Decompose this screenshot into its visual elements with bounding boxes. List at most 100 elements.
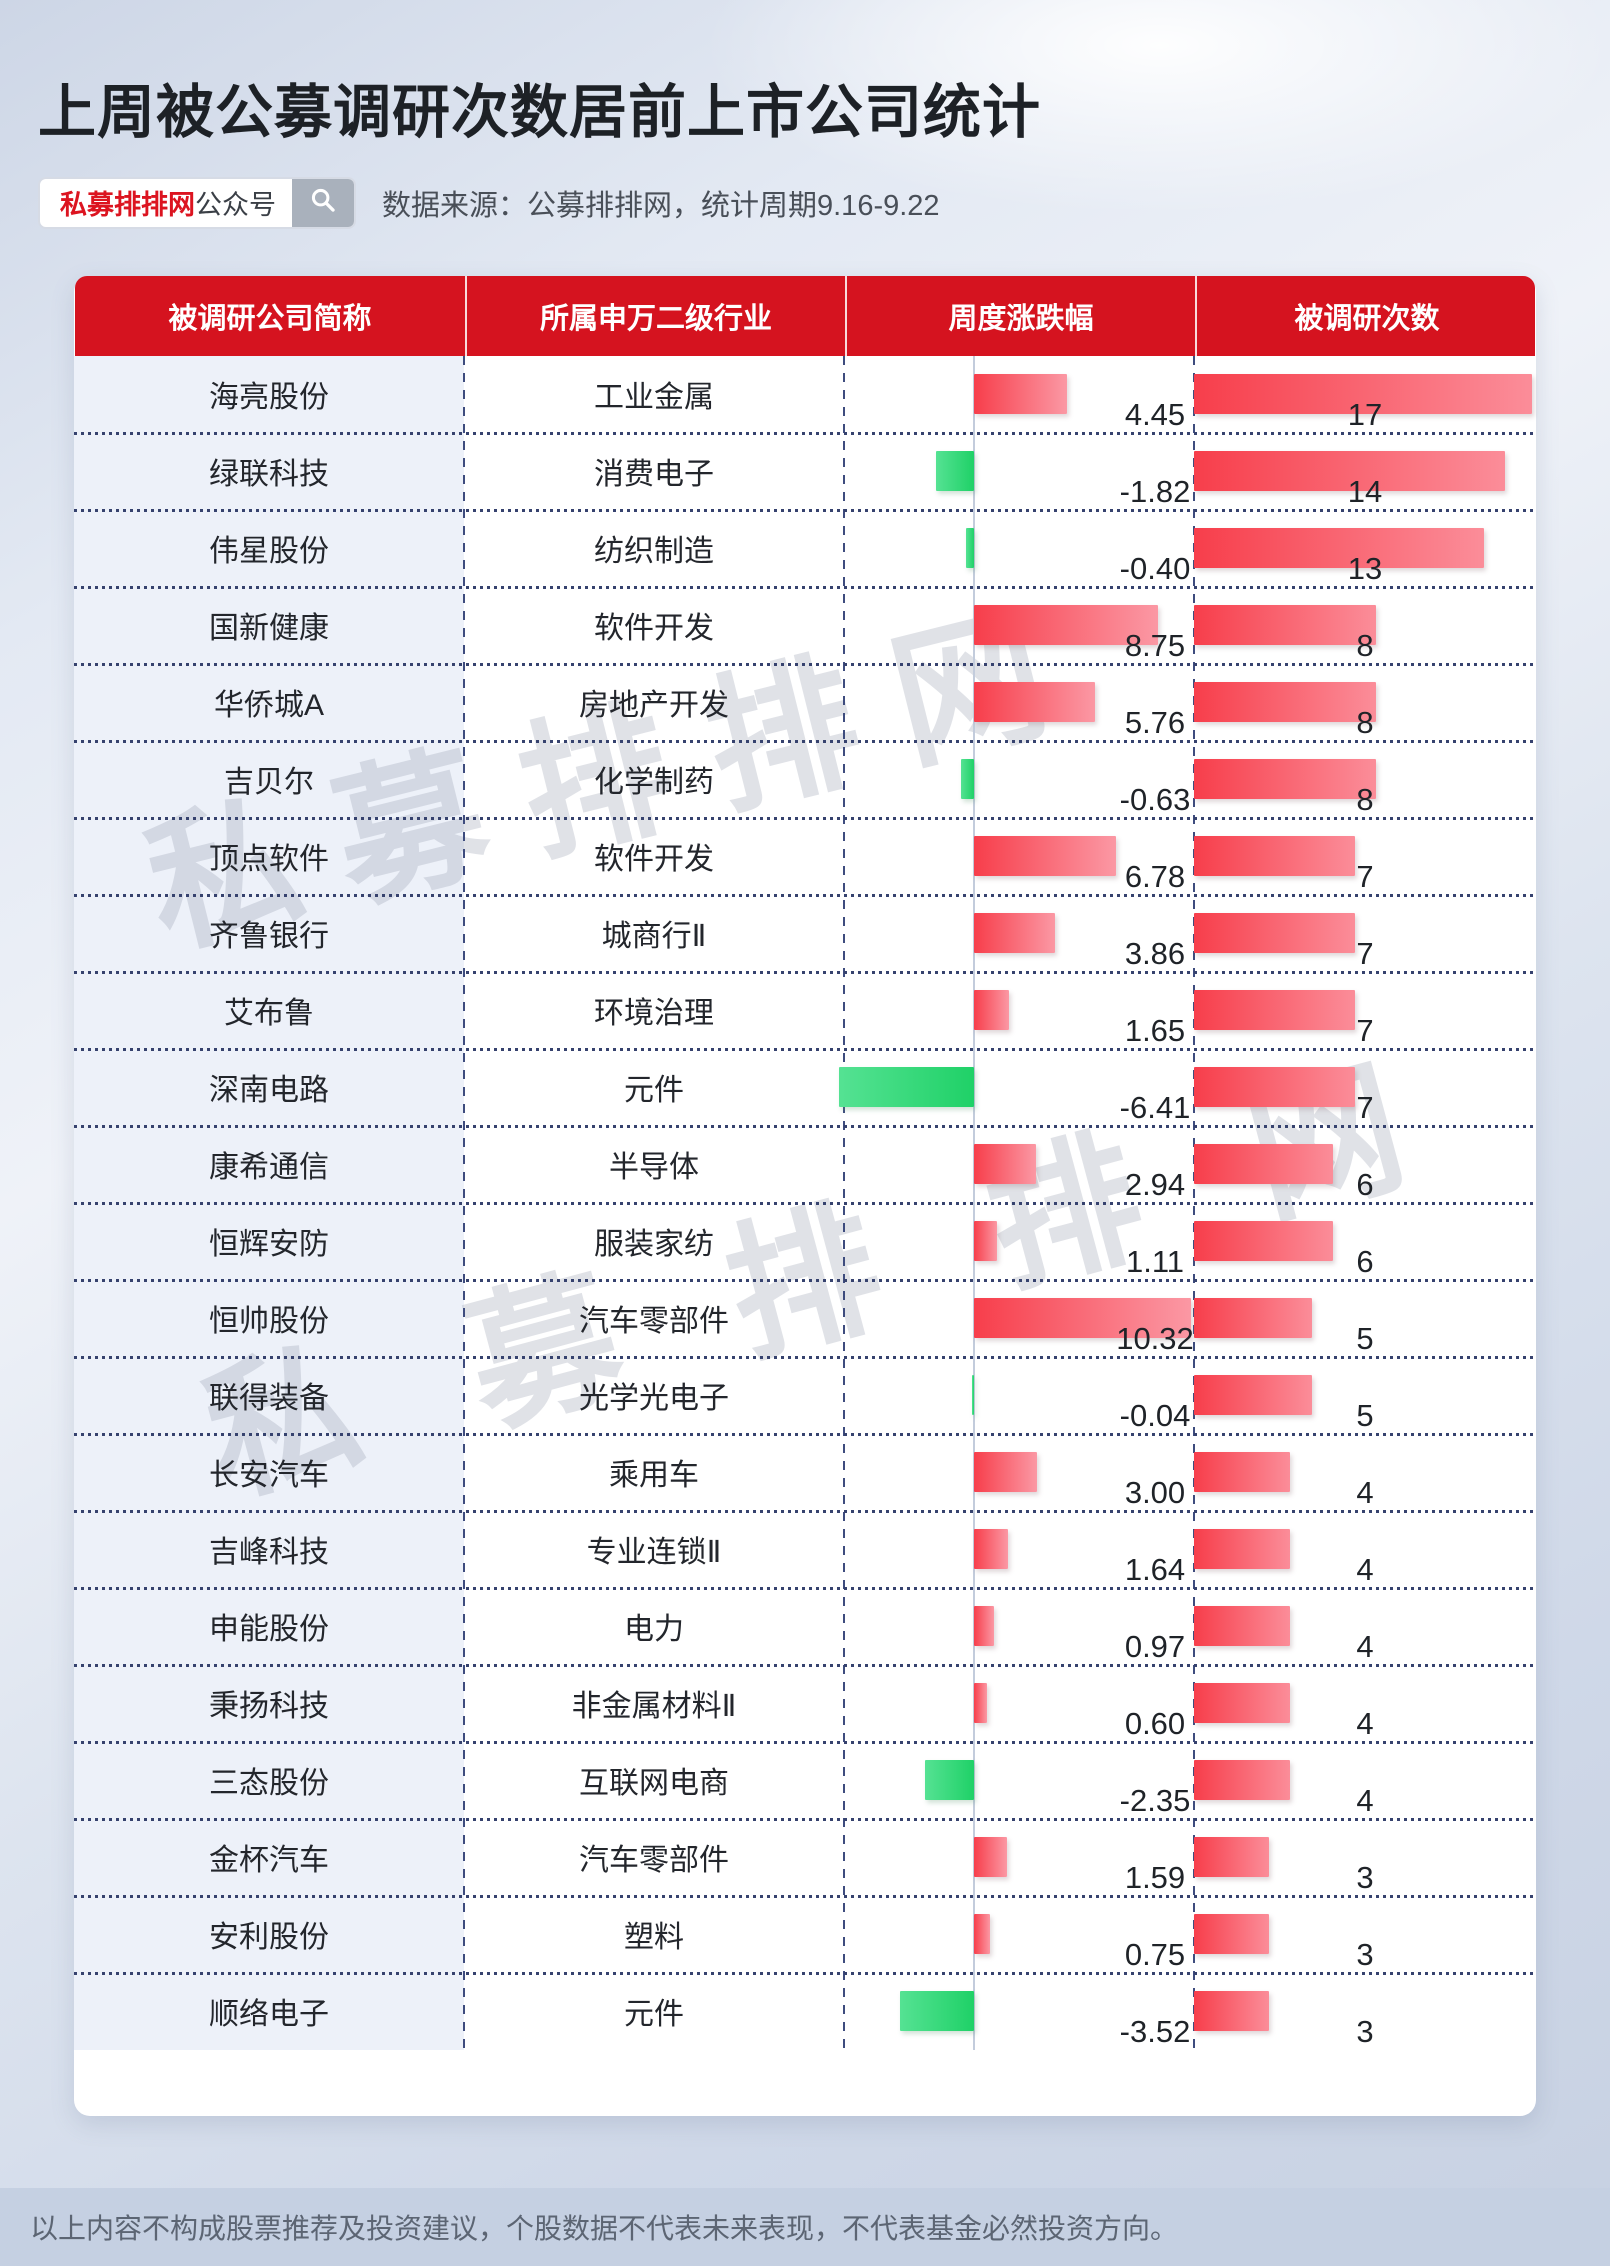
weekly-change-cell: 3.86 [844, 895, 1194, 972]
company-cell: 秉扬科技 [74, 1664, 464, 1742]
weekly-change-bar [900, 1991, 974, 2032]
table-row: 华侨城A 房地产开发 5.76 8 [74, 662, 1536, 741]
survey-count-bar [1194, 1529, 1290, 1570]
weekly-change-value: 10.32 [1116, 1320, 1194, 1356]
weekly-change-cell: 0.97 [844, 1588, 1194, 1665]
industry-cell: 汽车零部件 [464, 1280, 844, 1357]
survey-count-value: 8 [1356, 704, 1374, 740]
weekly-change-value: 0.60 [1124, 1705, 1186, 1741]
industry-name: 汽车零部件 [579, 1305, 729, 1339]
weekly-change-bar [966, 528, 974, 569]
industry-cell: 元件 [464, 1973, 844, 2050]
header-company: 被调研公司简称 [168, 302, 372, 335]
industry-cell: 乘用车 [464, 1434, 844, 1511]
company-cell: 三态股份 [74, 1741, 464, 1819]
industry-cell: 化学制药 [464, 741, 844, 818]
header-survey-count: 被调研次数 [1195, 275, 1537, 356]
industry-cell: 软件开发 [464, 587, 844, 664]
table-row: 三态股份 互联网电商 -2.35 4 [74, 1740, 1536, 1819]
company-name: 伟星股份 [209, 535, 329, 569]
weekly-change-bar [974, 1683, 987, 1724]
survey-count-bar [1194, 1683, 1290, 1724]
weekly-change-bar [972, 1375, 974, 1416]
survey-count-cell: 8 [1194, 741, 1536, 818]
weekly-change-bar [974, 913, 1055, 954]
company-name: 齐鲁银行 [209, 920, 329, 954]
industry-cell: 电力 [464, 1588, 844, 1665]
weekly-change-bar [974, 605, 1158, 646]
survey-count-value: 3 [1356, 1936, 1374, 1972]
industry-cell: 工业金属 [464, 356, 844, 433]
survey-count-value: 7 [1356, 935, 1374, 971]
table-row: 绿联科技 消费电子 -1.82 14 [74, 431, 1536, 510]
company-cell: 金杯汽车 [74, 1818, 464, 1896]
weekly-change-cell: 1.11 [844, 1203, 1194, 1280]
survey-count-bar [1194, 1221, 1333, 1262]
stats-table-card: 被调研公司简称 所属申万二级行业 周度涨跌幅 被调研次数 私募排排网 私募排排网… [74, 275, 1537, 2116]
company-name: 安利股份 [209, 1921, 329, 1955]
table-row: 吉贝尔 化学制药 -0.63 8 [74, 739, 1536, 818]
survey-count-bar [1194, 1914, 1269, 1955]
table-row: 顺络电子 元件 -3.52 3 [74, 1971, 1536, 2050]
company-cell: 吉贝尔 [74, 740, 464, 818]
weekly-change-value: 1.65 [1124, 1012, 1186, 1048]
weekly-change-bar [925, 1760, 974, 1801]
survey-count-value: 4 [1356, 1782, 1374, 1818]
company-cell: 顺络电子 [74, 1972, 464, 2050]
company-name: 康希通信 [209, 1151, 329, 1185]
survey-count-bar [1194, 990, 1355, 1031]
industry-name: 乘用车 [609, 1459, 699, 1493]
weekly-change-value: 0.75 [1124, 1936, 1186, 1972]
company-cell: 长安汽车 [74, 1433, 464, 1511]
header-industry: 所属申万二级行业 [465, 275, 845, 356]
industry-name: 塑料 [624, 1921, 684, 1955]
weekly-change-value: -0.04 [1119, 1397, 1191, 1433]
industry-cell: 消费电子 [464, 433, 844, 510]
weekly-change-value: 2.94 [1124, 1166, 1186, 1202]
survey-count-value: 7 [1356, 1089, 1374, 1125]
survey-count-cell: 13 [1194, 510, 1536, 587]
weekly-change-bar [974, 682, 1095, 723]
company-cell: 吉峰科技 [74, 1510, 464, 1588]
weekly-change-bar [974, 1837, 1007, 1878]
weekly-change-bar [974, 990, 1009, 1031]
survey-count-cell: 3 [1194, 1819, 1536, 1896]
weekly-change-value: -3.52 [1119, 2013, 1191, 2049]
survey-count-value: 8 [1356, 781, 1374, 817]
survey-count-cell: 7 [1194, 818, 1536, 895]
weekly-change-value: 8.75 [1124, 627, 1186, 663]
weekly-change-cell: 1.64 [844, 1511, 1194, 1588]
table-row: 申能股份 电力 0.97 4 [74, 1586, 1536, 1665]
table-row: 联得装备 光学光电子 -0.04 5 [74, 1355, 1536, 1434]
weekly-change-cell: 10.32 [844, 1280, 1194, 1357]
survey-count-bar [1194, 682, 1376, 723]
table-row: 深南电路 元件 -6.41 7 [74, 1047, 1536, 1126]
account-badge-label: 私募排排网 公众号 [40, 179, 292, 227]
survey-count-bar [1194, 1452, 1290, 1493]
table-row: 长安汽车 乘用车 3.00 4 [74, 1432, 1536, 1511]
industry-cell: 光学光电子 [464, 1357, 844, 1434]
survey-count-value: 4 [1356, 1628, 1374, 1664]
company-cell: 海亮股份 [74, 355, 464, 433]
industry-name: 非金属材料Ⅱ [571, 1690, 737, 1724]
survey-count-bar [1194, 451, 1505, 492]
table-row: 顶点软件 软件开发 6.78 7 [74, 816, 1536, 895]
survey-count-value: 14 [1347, 473, 1383, 509]
survey-count-value: 4 [1356, 1551, 1374, 1587]
company-name: 绿联科技 [209, 458, 329, 492]
data-source-note: 数据来源：公募排排网，统计周期9.16-9.22 [382, 189, 940, 222]
weekly-change-bar [974, 836, 1116, 877]
industry-name: 服装家纺 [594, 1228, 714, 1262]
survey-count-cell: 4 [1194, 1511, 1536, 1588]
company-name: 顶点软件 [209, 843, 329, 877]
survey-count-value: 17 [1347, 396, 1383, 432]
weekly-change-value: 6.78 [1124, 858, 1186, 894]
company-name: 申能股份 [209, 1613, 329, 1647]
industry-cell: 互联网电商 [464, 1742, 844, 1819]
industry-name: 纺织制造 [594, 535, 714, 569]
weekly-change-bar [974, 1529, 1008, 1570]
weekly-change-cell: 6.78 [844, 818, 1194, 895]
company-name: 艾布鲁 [224, 997, 314, 1031]
industry-cell: 环境治理 [464, 972, 844, 1049]
